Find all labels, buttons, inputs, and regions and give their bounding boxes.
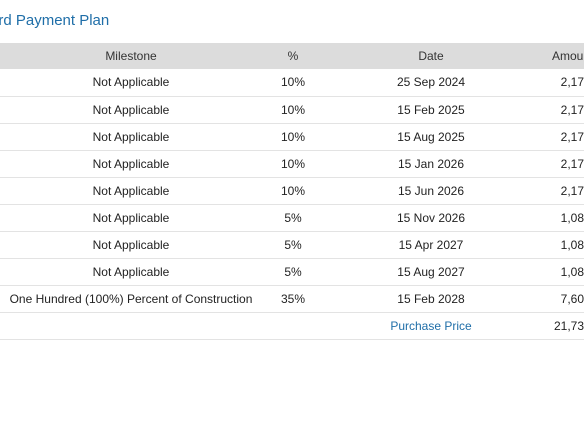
cell-percent: 10% bbox=[280, 102, 306, 117]
purchase-price-label: Purchase Price bbox=[390, 318, 472, 333]
cell-amount: 2,17 bbox=[560, 129, 584, 144]
table-row: Not Applicable 10% 15 Jun 2026 2,17 bbox=[0, 177, 584, 204]
cell-date: 15 Jan 2026 bbox=[397, 156, 465, 171]
header-percent: % bbox=[287, 49, 299, 63]
header-date: Date bbox=[418, 49, 444, 63]
cell-milestone: One Hundred (100%) Percent of Constructi… bbox=[9, 291, 253, 306]
cell-amount: 2,17 bbox=[560, 156, 584, 171]
purchase-price-amount: 21,73 bbox=[553, 318, 584, 333]
table-row: Not Applicable 10% 25 Sep 2024 2,17 bbox=[0, 69, 584, 96]
cell-percent: 10% bbox=[280, 183, 306, 198]
cell-empty bbox=[0, 312, 262, 339]
cell-amount: 2,17 bbox=[560, 183, 584, 198]
cell-amount: 2,17 bbox=[560, 102, 584, 117]
cell-milestone: Not Applicable bbox=[92, 129, 170, 144]
cell-percent: 35% bbox=[280, 291, 306, 306]
cell-date: 15 Feb 2025 bbox=[397, 102, 465, 117]
cell-percent: 10% bbox=[280, 156, 306, 171]
table-row: Not Applicable 5% 15 Aug 2027 1,08 bbox=[0, 258, 584, 285]
cell-percent: 5% bbox=[284, 264, 302, 279]
cell-amount: 2,17 bbox=[560, 75, 584, 90]
cell-percent: 10% bbox=[280, 129, 306, 144]
table-header-row: Milestone % Date Amount bbox=[0, 43, 584, 69]
header-milestone: Milestone bbox=[105, 49, 157, 63]
payment-plan-table-container: Milestone % Date Amount Not Applicable 1… bbox=[0, 43, 584, 340]
cell-milestone: Not Applicable bbox=[92, 183, 170, 198]
table-row: Not Applicable 5% 15 Apr 2027 1,08 bbox=[0, 231, 584, 258]
total-row: Purchase Price 21,73 bbox=[0, 312, 584, 339]
table-row: Not Applicable 10% 15 Aug 2025 2,17 bbox=[0, 123, 584, 150]
payment-plan-table: Milestone % Date Amount Not Applicable 1… bbox=[0, 43, 584, 340]
cell-milestone: Not Applicable bbox=[92, 237, 170, 252]
page-title: ard Payment Plan bbox=[0, 12, 110, 29]
table-row: Not Applicable 10% 15 Feb 2025 2,17 bbox=[0, 96, 584, 123]
table-row: Not Applicable 10% 15 Jan 2026 2,17 bbox=[0, 150, 584, 177]
cell-amount: 7,60 bbox=[560, 291, 584, 306]
cell-date: 25 Sep 2024 bbox=[396, 75, 466, 90]
cell-date: 15 Apr 2027 bbox=[398, 237, 464, 252]
cell-date: 15 Feb 2028 bbox=[397, 291, 465, 306]
cell-percent: 10% bbox=[280, 75, 306, 90]
cell-date: 15 Nov 2026 bbox=[396, 210, 466, 225]
header-amount: Amount bbox=[552, 49, 584, 63]
cell-milestone: Not Applicable bbox=[92, 102, 170, 117]
table-row: Not Applicable 5% 15 Nov 2026 1,08 bbox=[0, 204, 584, 231]
cell-milestone: Not Applicable bbox=[92, 264, 170, 279]
cell-percent: 5% bbox=[284, 210, 302, 225]
table-row: One Hundred (100%) Percent of Constructi… bbox=[0, 285, 584, 312]
cell-amount: 1,08 bbox=[560, 210, 584, 225]
cell-empty bbox=[262, 312, 324, 339]
cell-milestone: Not Applicable bbox=[92, 210, 170, 225]
cell-date: 15 Aug 2027 bbox=[397, 264, 465, 279]
cell-date: 15 Jun 2026 bbox=[397, 183, 465, 198]
cell-milestone: Not Applicable bbox=[92, 75, 170, 90]
cell-amount: 1,08 bbox=[560, 237, 584, 252]
cell-date: 15 Aug 2025 bbox=[397, 129, 465, 144]
cell-percent: 5% bbox=[284, 237, 302, 252]
cell-milestone: Not Applicable bbox=[92, 156, 170, 171]
cell-amount: 1,08 bbox=[560, 264, 584, 279]
